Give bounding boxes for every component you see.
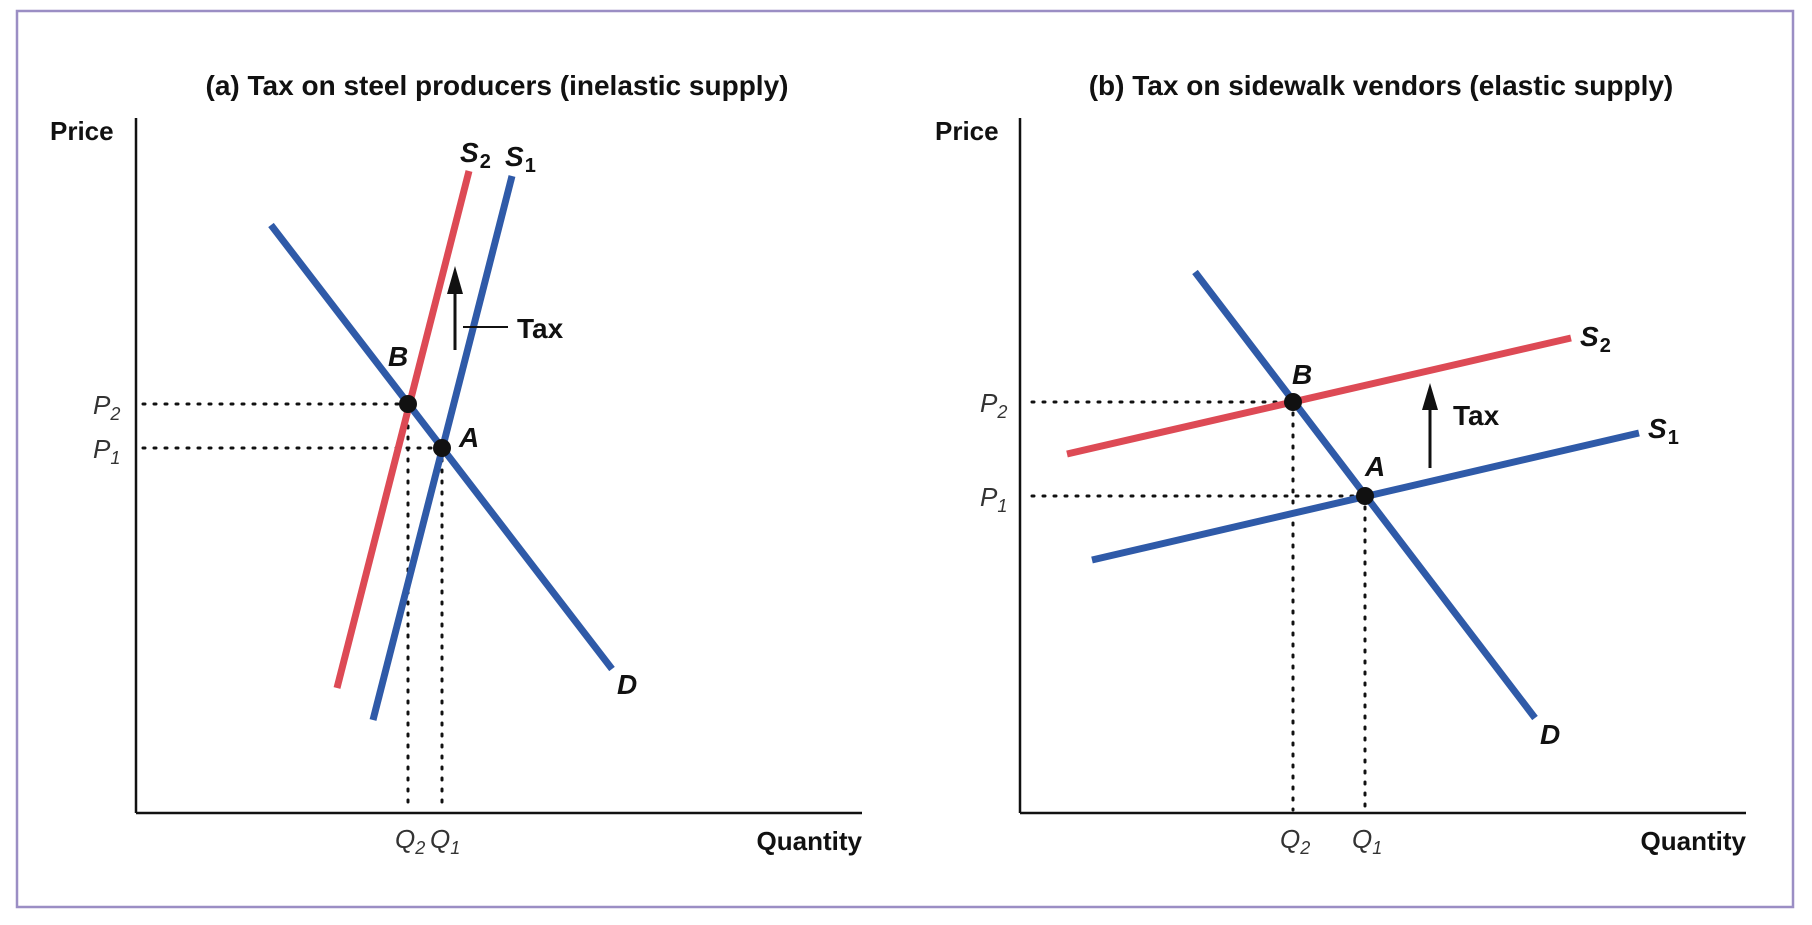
panel-a: (a) Tax on steel producers (inelastic su…: [50, 70, 863, 858]
panel-b-point-a: [1356, 487, 1374, 505]
panel-a-supply-2-curve: [333, 170, 473, 689]
panel-b-point-b: [1284, 393, 1302, 411]
panel-b: (b) Tax on sidewalk vendors (elastic sup…: [935, 70, 1747, 858]
panel-a-point-a-label: A: [458, 422, 479, 453]
panel-a-demand-label: D: [617, 669, 637, 700]
panel-a-q2-label: Q2: [395, 824, 425, 858]
panel-b-tax-label: Tax: [1453, 400, 1500, 431]
panel-b-p2-label: P2: [980, 388, 1007, 422]
panel-b-title: (b) Tax on sidewalk vendors (elastic sup…: [1089, 70, 1674, 101]
panel-a-point-b: [399, 395, 417, 413]
panel-b-supply-1-label: S1: [1648, 413, 1679, 449]
panel-a-y-axis-label: Price: [50, 116, 114, 146]
panel-a-title: (a) Tax on steel producers (inelastic su…: [206, 70, 789, 101]
panel-a-x-axis-label: Quantity: [757, 826, 863, 856]
panel-b-tax-arrow-head: [1422, 383, 1438, 410]
panel-a-tax-arrow-head: [447, 266, 463, 294]
panel-a-p1-label: P1: [93, 434, 120, 468]
panel-b-supply-2-curve: [1066, 334, 1572, 458]
panel-b-q2-label: Q2: [1280, 824, 1310, 858]
panel-b-x-axis-label: Quantity: [1641, 826, 1747, 856]
panel-a-p2-label: P2: [93, 390, 120, 424]
panel-a-supply-1-label: S1: [505, 141, 536, 177]
panel-a-point-a: [433, 439, 451, 457]
panel-b-point-a-label: A: [1364, 451, 1385, 482]
panel-b-supply-2-label: S2: [1580, 321, 1611, 357]
panel-a-point-b-label: B: [388, 341, 408, 372]
panel-b-point-b-label: B: [1292, 359, 1312, 390]
panel-a-tax-label: Tax: [517, 313, 564, 344]
panel-b-demand-label: D: [1540, 719, 1560, 750]
figure-frame: [15, 9, 1795, 909]
panel-b-p1-label: P1: [980, 482, 1007, 516]
panel-a-q1-label: Q1: [430, 824, 460, 858]
panel-b-y-axis-label: Price: [935, 116, 999, 146]
panel-b-q1-label: Q1: [1352, 824, 1382, 858]
panel-a-supply-2-label: S2: [460, 137, 491, 173]
